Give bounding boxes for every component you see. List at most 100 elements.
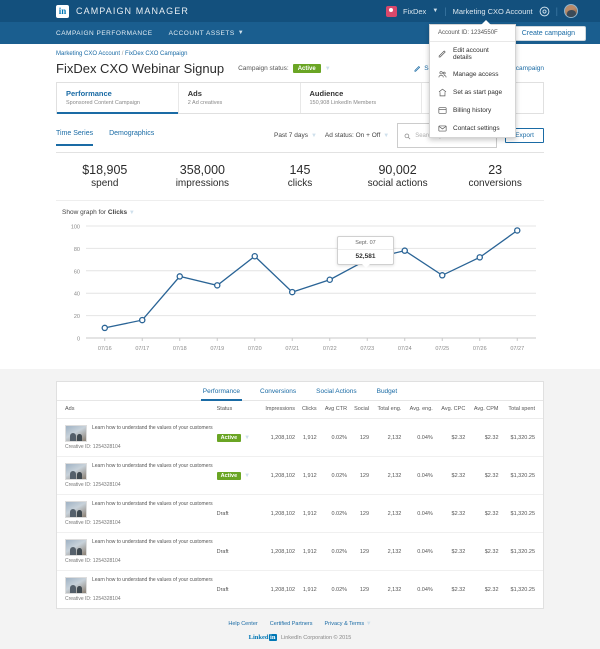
menu-item-edit-account-details[interactable]: Edit account details xyxy=(430,42,515,65)
menu-item-manage-access[interactable]: Manage access xyxy=(430,65,515,83)
chevron-down-icon[interactable]: ▼ xyxy=(432,8,439,14)
breadcrumb-campaign[interactable]: FixDex CXO Campaign xyxy=(125,51,188,57)
chart-header-prefix: Show graph for xyxy=(62,209,107,216)
ad-text: Learn how to understand the values of yo… xyxy=(92,577,213,583)
menu-item-contact-settings[interactable]: Contact settings xyxy=(430,119,515,137)
breadcrumb-account[interactable]: Marketing CXO Account xyxy=(56,51,121,57)
col-avg-ctr[interactable]: Avg CTR xyxy=(318,401,350,419)
creative-id: Creative ID: 1254328104 xyxy=(65,482,121,488)
top-nav-right-group: FixDex ▼ | Marketing CXO Account | xyxy=(385,4,592,18)
table-header-row: Ads Status Impressions Clicks Avg CTR So… xyxy=(57,401,543,419)
card-audience[interactable]: Audience 150,908 LinkedIn Members xyxy=(301,83,423,113)
table-row[interactable]: Learn how to understand the values of yo… xyxy=(57,494,543,533)
clicks-cell: 1,912 xyxy=(297,532,319,571)
table-row[interactable]: Learn how to understand the values of yo… xyxy=(57,456,543,495)
col-ads[interactable]: Ads xyxy=(57,401,215,419)
campaign-status-label: Campaign status: xyxy=(238,65,289,72)
subnav-item-account-assets[interactable]: ACCOUNT ASSETS ▼ xyxy=(169,30,245,37)
col-clicks[interactable]: Clicks xyxy=(297,401,319,419)
col-total-spent[interactable]: Total spent xyxy=(500,401,543,419)
footer-link-help-center[interactable]: Help Center xyxy=(228,621,258,627)
ad-cell: Learn how to understand the values of yo… xyxy=(57,571,215,609)
col-avg-cpc[interactable]: Avg. CPC xyxy=(434,401,468,419)
menu-label-0: Edit account details xyxy=(453,46,489,61)
ads-table: Ads Status Impressions Clicks Avg CTR So… xyxy=(57,401,543,608)
menu-item-set-as-start-page[interactable]: Set as start page xyxy=(430,83,515,101)
card-ads[interactable]: Ads 2 Ad creatives xyxy=(179,83,301,113)
total-spent-cell: $1,320.25 xyxy=(500,532,543,571)
stat-label-2: clicks xyxy=(287,178,313,189)
account-label[interactable]: Marketing CXO Account xyxy=(452,6,533,16)
brand-label[interactable]: FixDex xyxy=(402,6,427,16)
breadcrumb-separator: / xyxy=(121,51,124,57)
col-avg-cpm[interactable]: Avg. CPM xyxy=(467,401,501,419)
chart-tooltip: Sept. 07 52,581 xyxy=(337,236,394,268)
table-row[interactable]: Learn how to understand the values of yo… xyxy=(57,418,543,457)
stat-social-actions: 90,002 social actions xyxy=(349,163,447,189)
chart-metric-selector[interactable]: Show graph for Clicks ▼ xyxy=(62,209,600,216)
menu-label-4: Contact settings xyxy=(453,124,500,132)
impressions-cell: 1,208,102 xyxy=(270,586,296,593)
avatar[interactable] xyxy=(564,4,578,18)
table-tab-budget[interactable]: Budget xyxy=(376,388,398,395)
col-avg-eng[interactable]: Avg. eng. xyxy=(403,401,435,419)
table-row[interactable]: Learn how to understand the values of yo… xyxy=(57,532,543,571)
breadcrumb: Marketing CXO Account / FixDex CXO Campa… xyxy=(0,44,600,57)
tab-demographics[interactable]: Demographics xyxy=(109,130,155,137)
social-cell: 129 xyxy=(349,532,372,571)
account-settings-dropdown: Account ID: 1234550F Edit account detail… xyxy=(429,20,516,138)
svg-text:07/26: 07/26 xyxy=(473,346,487,352)
chevron-down-icon[interactable]: ▼ xyxy=(244,472,251,479)
avg-cpm-cell: $2.32 xyxy=(484,586,499,593)
date-range-label: Past 7 days xyxy=(273,132,308,139)
table-row[interactable]: Learn how to understand the values of yo… xyxy=(57,571,543,609)
stat-spend: $18,905 spend xyxy=(56,163,154,189)
ad-thumbnail xyxy=(65,463,87,480)
col-status[interactable]: Status xyxy=(214,401,259,419)
chevron-down-icon[interactable]: ▼ xyxy=(237,30,245,36)
linkedin-logo-icon[interactable]: in xyxy=(56,4,69,18)
status-text: Draft xyxy=(216,548,229,555)
svg-text:40: 40 xyxy=(74,292,80,298)
menu-label-2: Set as start page xyxy=(453,88,503,96)
footer-link-privacy-terms[interactable]: Privacy & Terms ▼ xyxy=(325,621,372,627)
gear-icon[interactable] xyxy=(539,6,550,17)
create-campaign-button[interactable]: Create campaign xyxy=(510,25,586,41)
ad-thumbnail xyxy=(65,425,87,442)
svg-text:07/22: 07/22 xyxy=(323,346,337,352)
status-badge: Active xyxy=(216,471,242,480)
date-range-filter[interactable]: Past 7 days ▼ xyxy=(274,132,317,139)
col-social[interactable]: Social xyxy=(349,401,372,419)
table-tab-conversions[interactable]: Conversions xyxy=(260,388,297,395)
menu-item-billing-history[interactable]: Billing history xyxy=(430,101,515,119)
time-series-chart: 0 20 40 60 80 100 07/16 07/17 07/18 07/19 07/20 07/… xyxy=(56,218,544,363)
app-title: CAMPAIGN MANAGER xyxy=(76,6,189,16)
col-total-eng[interactable]: Total eng. xyxy=(371,401,404,419)
table-tab-social-actions[interactable]: Social Actions xyxy=(316,388,357,395)
subnav-item-campaign-performance[interactable]: CAMPAIGN PERFORMANCE xyxy=(56,30,153,37)
page-footer: Help Center Certified Partners Privacy &… xyxy=(0,609,600,649)
tooltip-value: 52,581 xyxy=(338,249,393,260)
status-text: Draft xyxy=(216,510,229,517)
total-eng-cell: 2,132 xyxy=(371,494,404,533)
card-sub-0: Sponsored Content Campaign xyxy=(66,100,140,106)
pencil-icon xyxy=(438,49,447,58)
table-body: Learn how to understand the values of yo… xyxy=(57,418,543,609)
avg-eng-cell: 0.04% xyxy=(403,532,435,571)
table-tab-performance[interactable]: Performance xyxy=(200,388,243,401)
social-cell: 129 xyxy=(349,418,372,457)
impressions-cell: 1,208,102 xyxy=(258,494,298,533)
ad-status-filter[interactable]: Ad status: On + Off ▼ xyxy=(325,132,389,139)
tab-time-series[interactable]: Time Series xyxy=(56,130,94,146)
total-eng-cell: 2,132 xyxy=(371,456,404,495)
chevron-down-icon[interactable]: ▼ xyxy=(324,65,331,72)
avg-cpm-cell: $2.32 xyxy=(467,532,501,571)
footer-link-certified-partners[interactable]: Certified Partners xyxy=(269,621,313,627)
ad-text: Learn how to understand the values of yo… xyxy=(92,501,213,507)
col-impressions[interactable]: Impressions xyxy=(258,401,298,419)
avg-ctr-cell: 0.02% xyxy=(331,586,348,593)
avg-cpc-cell: $2.32 xyxy=(451,586,466,593)
chevron-down-icon[interactable]: ▼ xyxy=(244,434,251,441)
divider-2: | xyxy=(555,6,558,16)
card-performance[interactable]: Performance Sponsored Content Campaign xyxy=(57,83,179,114)
